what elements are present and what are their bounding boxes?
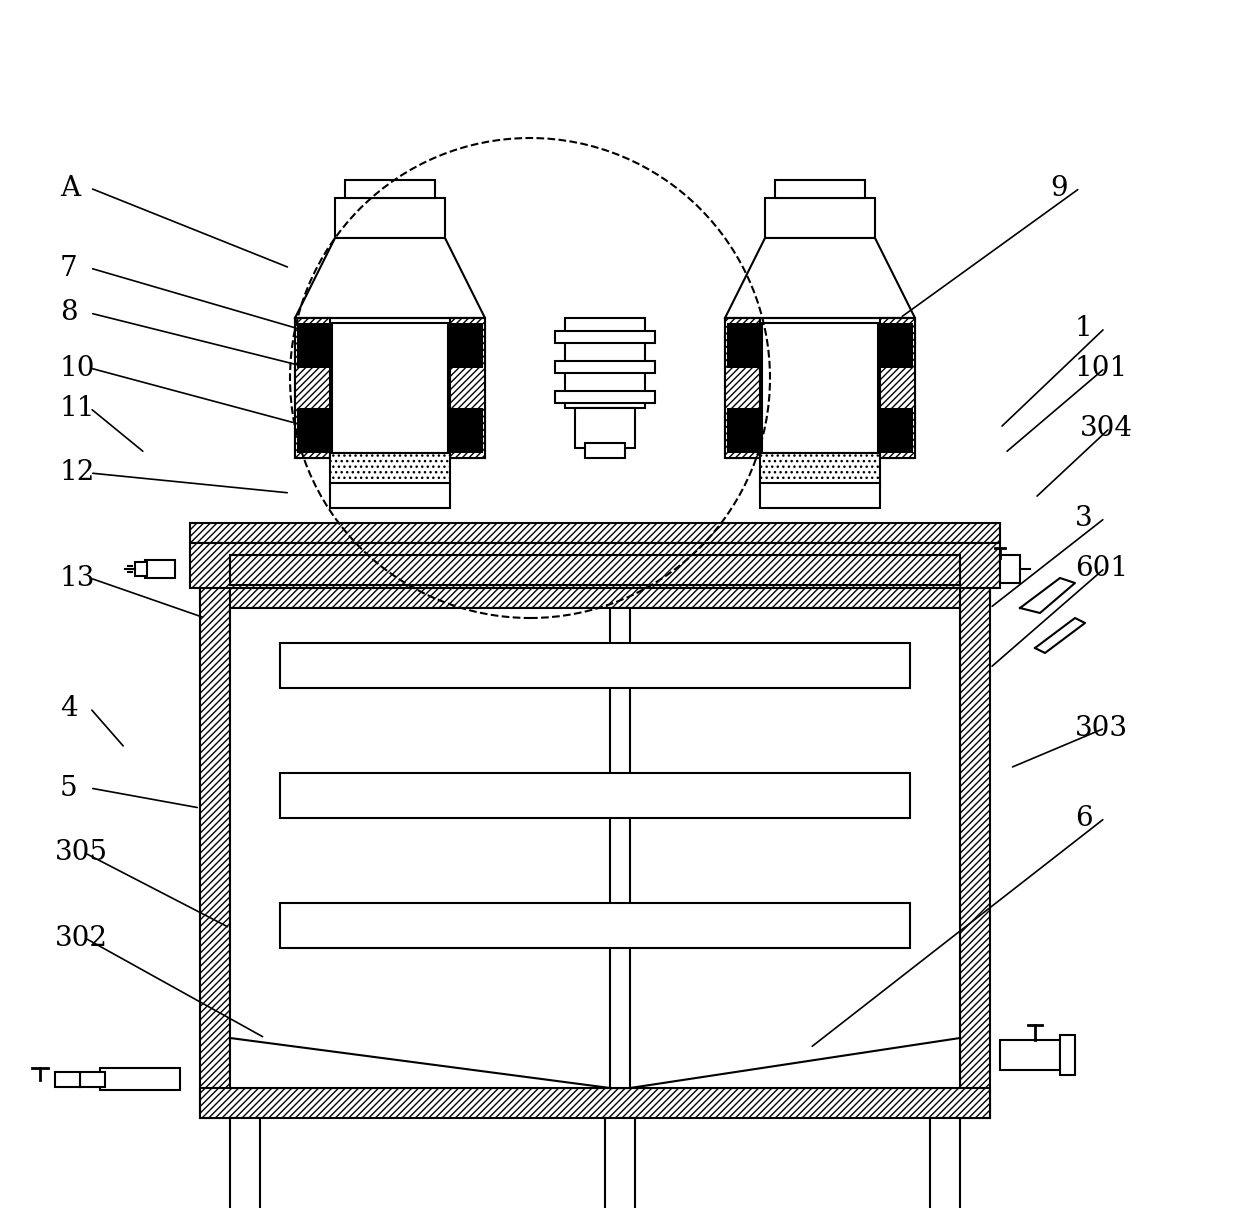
Bar <box>727 408 760 453</box>
Text: A: A <box>60 174 81 202</box>
Bar <box>200 577 990 608</box>
Bar <box>229 1117 260 1208</box>
Bar <box>605 1117 635 1208</box>
Bar <box>190 523 999 544</box>
Polygon shape <box>1035 618 1085 654</box>
Bar <box>229 554 960 585</box>
Text: 10: 10 <box>60 354 95 382</box>
Bar <box>725 318 915 458</box>
Bar <box>450 323 484 368</box>
Bar <box>190 544 999 588</box>
Bar <box>880 323 913 368</box>
Bar <box>880 318 915 458</box>
Bar <box>332 323 448 453</box>
Bar <box>229 608 960 1088</box>
Bar <box>556 361 655 373</box>
Bar <box>960 577 990 1117</box>
Bar <box>575 408 635 448</box>
Text: 9: 9 <box>1050 174 1068 202</box>
Bar <box>763 323 878 453</box>
Bar <box>100 1068 180 1090</box>
Bar <box>727 323 760 368</box>
Bar <box>565 318 645 408</box>
Bar <box>335 198 445 238</box>
Bar <box>81 1071 105 1087</box>
Text: 13: 13 <box>60 564 95 592</box>
Bar <box>999 1040 1060 1070</box>
Polygon shape <box>295 238 485 318</box>
Polygon shape <box>1021 577 1075 612</box>
Text: 3: 3 <box>1075 505 1092 532</box>
Text: 302: 302 <box>55 924 108 952</box>
Bar <box>280 904 910 948</box>
Text: 6: 6 <box>1075 805 1092 831</box>
Text: 304: 304 <box>1080 414 1133 441</box>
Bar <box>610 608 630 1088</box>
Bar <box>298 408 330 453</box>
Text: 12: 12 <box>60 459 95 487</box>
Text: 5: 5 <box>60 774 78 801</box>
Bar <box>930 1117 960 1208</box>
Bar <box>200 1088 990 1117</box>
Text: 11: 11 <box>60 395 95 422</box>
Bar <box>556 331 655 343</box>
Bar <box>725 318 760 458</box>
Bar <box>145 561 175 577</box>
Bar <box>55 1071 81 1087</box>
Text: 303: 303 <box>1075 714 1128 742</box>
Bar <box>760 453 880 488</box>
Bar <box>880 408 913 453</box>
Text: 8: 8 <box>60 300 78 326</box>
Bar <box>280 773 910 818</box>
Bar <box>330 483 450 509</box>
Text: 7: 7 <box>60 255 78 281</box>
Bar <box>999 554 1021 583</box>
Bar <box>450 318 485 458</box>
Bar <box>298 323 330 368</box>
Bar <box>450 408 484 453</box>
Text: 601: 601 <box>1075 554 1128 581</box>
Bar <box>1060 1035 1075 1075</box>
Text: 4: 4 <box>60 695 78 721</box>
Text: 101: 101 <box>1075 354 1128 382</box>
Bar <box>330 453 450 488</box>
Polygon shape <box>725 238 915 318</box>
Bar <box>200 577 229 1117</box>
Text: 1: 1 <box>1075 314 1092 342</box>
Bar <box>345 180 435 198</box>
Bar <box>295 318 485 458</box>
Bar <box>295 318 330 458</box>
Bar <box>556 391 655 403</box>
Bar <box>760 483 880 509</box>
Bar <box>585 443 625 458</box>
Bar <box>775 180 866 198</box>
Text: 305: 305 <box>55 840 108 866</box>
Bar <box>135 562 148 576</box>
Bar <box>765 198 875 238</box>
Bar <box>280 643 910 689</box>
